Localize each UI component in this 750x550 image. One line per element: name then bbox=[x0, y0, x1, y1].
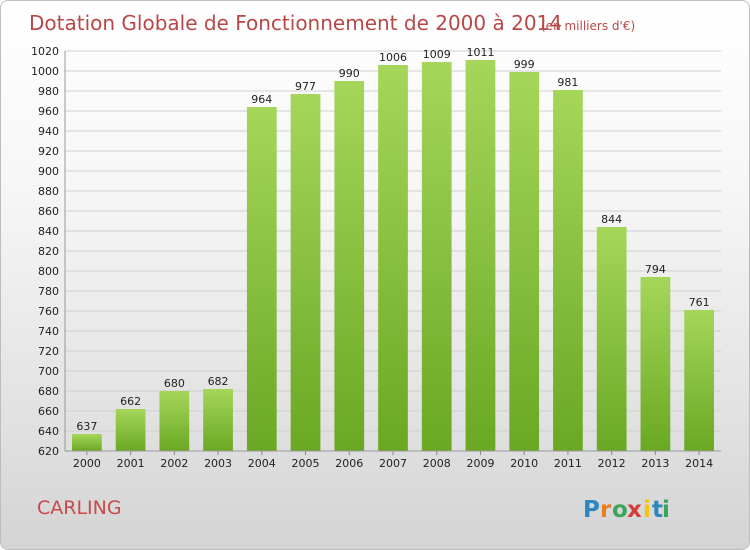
bar bbox=[421, 62, 452, 451]
data-label: 1006 bbox=[379, 51, 407, 64]
x-tick-label: 2010 bbox=[510, 457, 538, 470]
data-label: 794 bbox=[645, 263, 666, 276]
x-tick-label: 2003 bbox=[204, 457, 232, 470]
logo-letter: i bbox=[643, 497, 651, 523]
bar bbox=[290, 94, 321, 451]
data-label: 680 bbox=[164, 377, 185, 390]
bar bbox=[640, 277, 671, 451]
y-tick-label: 840 bbox=[38, 225, 59, 238]
y-tick-label: 620 bbox=[38, 445, 59, 458]
data-label: 964 bbox=[251, 93, 272, 106]
x-tick-label: 2004 bbox=[248, 457, 276, 470]
bar bbox=[246, 107, 277, 451]
bar bbox=[465, 60, 496, 451]
y-tick-label: 820 bbox=[38, 245, 59, 258]
x-tick-label: 2002 bbox=[160, 457, 188, 470]
y-tick-label: 980 bbox=[38, 85, 59, 98]
chart-subtitle: (en milliers d'€) bbox=[541, 19, 635, 33]
logo-letter: i bbox=[662, 497, 670, 523]
bar bbox=[684, 310, 715, 451]
y-tick-label: 900 bbox=[38, 165, 59, 178]
commune-name: CARLING bbox=[37, 497, 122, 519]
logo-letter: r bbox=[600, 497, 612, 523]
y-tick-label: 940 bbox=[38, 125, 59, 138]
data-label: 637 bbox=[76, 420, 97, 433]
x-tick-label: 2011 bbox=[554, 457, 582, 470]
data-label: 1011 bbox=[466, 46, 494, 59]
bar bbox=[203, 389, 233, 451]
x-tick-label: 2012 bbox=[598, 457, 626, 470]
logo-letter: x bbox=[627, 497, 642, 523]
bars: 637 662 680 682 964 977 990 1006 1009 1011 999 981 8… bbox=[71, 46, 715, 451]
bar bbox=[71, 434, 102, 451]
y-tick-label: 640 bbox=[38, 425, 59, 438]
data-label: 662 bbox=[120, 395, 141, 408]
x-tick-label: 2006 bbox=[335, 457, 363, 470]
logo-letter: t bbox=[652, 497, 663, 523]
data-label: 981 bbox=[557, 76, 578, 89]
y-tick-label: 680 bbox=[38, 385, 59, 398]
y-tick-label: 920 bbox=[38, 145, 59, 158]
y-tick-label: 1000 bbox=[31, 65, 59, 78]
bar bbox=[596, 227, 627, 451]
chart-title: Dotation Globale de Fonctionnement de 20… bbox=[29, 11, 562, 35]
bar bbox=[509, 72, 540, 451]
x-tick-label: 2005 bbox=[292, 457, 320, 470]
x-tick-label: 2013 bbox=[641, 457, 669, 470]
x-tick-label: 2001 bbox=[117, 457, 145, 470]
y-tick-label: 660 bbox=[38, 405, 59, 418]
y-tick-label: 860 bbox=[38, 205, 59, 218]
data-label: 977 bbox=[295, 80, 316, 93]
data-label: 1009 bbox=[423, 48, 451, 61]
bar bbox=[115, 409, 146, 451]
data-label: 682 bbox=[208, 375, 229, 388]
y-tick-label: 760 bbox=[38, 305, 59, 318]
data-label: 761 bbox=[689, 296, 710, 309]
x-tick-label: 2008 bbox=[423, 457, 451, 470]
data-label: 999 bbox=[514, 58, 535, 71]
axes: 620 640 660 680 700 720 740 760 780 800 820 840 860 8… bbox=[31, 45, 721, 470]
y-tick-label: 700 bbox=[38, 365, 59, 378]
x-tick-label: 2014 bbox=[685, 457, 713, 470]
y-tick-label: 780 bbox=[38, 285, 59, 298]
x-tick-label: 2007 bbox=[379, 457, 407, 470]
bar bbox=[159, 391, 190, 451]
data-label: 990 bbox=[339, 67, 360, 80]
logo-letter: P bbox=[583, 497, 600, 523]
logo-letter: o bbox=[612, 497, 628, 523]
x-tick-label: 2000 bbox=[73, 457, 101, 470]
y-tick-label: 740 bbox=[38, 325, 59, 338]
bar bbox=[334, 81, 365, 451]
y-tick-label: 960 bbox=[38, 105, 59, 118]
y-tick-label: 1020 bbox=[31, 45, 59, 58]
data-label: 844 bbox=[601, 213, 622, 226]
y-tick-label: 800 bbox=[38, 265, 59, 278]
x-tick-label: 2009 bbox=[466, 457, 494, 470]
bar bbox=[553, 90, 583, 451]
bar bbox=[378, 65, 408, 451]
y-tick-label: 880 bbox=[38, 185, 59, 198]
y-tick-label: 720 bbox=[38, 345, 59, 358]
